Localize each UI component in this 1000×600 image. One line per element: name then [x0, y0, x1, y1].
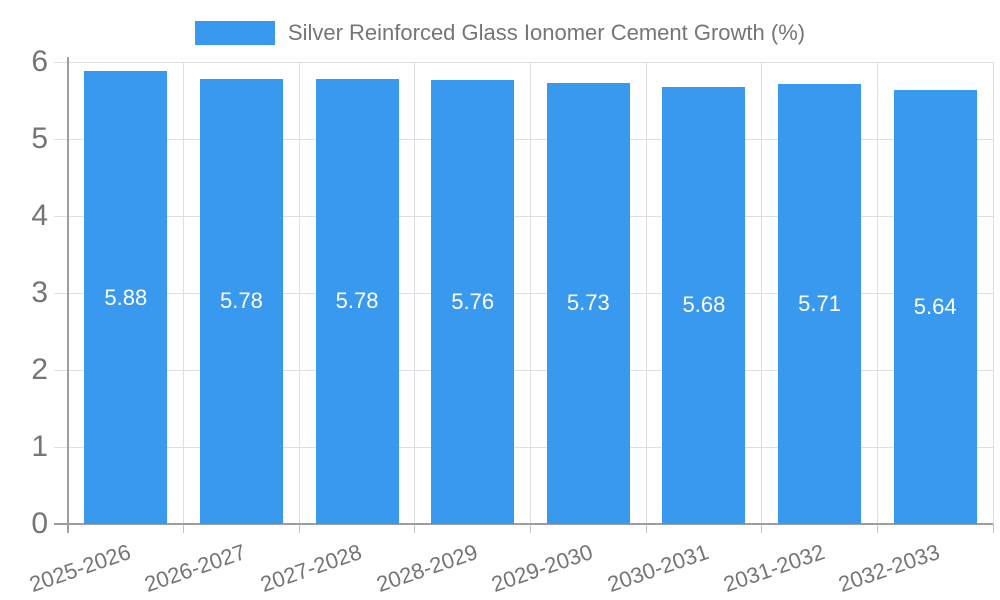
x-axis-line — [54, 523, 993, 525]
y-axis-line — [67, 57, 69, 533]
y-gridline — [54, 61, 993, 63]
bar-value-label: 5.78 — [335, 288, 379, 314]
x-tick-mark — [761, 524, 763, 533]
bar-value-label: 5.68 — [682, 292, 726, 318]
bar-value-label: 5.64 — [913, 293, 957, 319]
bar-value-label: 5.88 — [104, 284, 148, 310]
y-gridline — [54, 138, 993, 140]
x-gridline — [530, 62, 531, 524]
x-tick-mark — [298, 524, 300, 533]
y-gridline — [54, 215, 993, 217]
y-tick-label: 0 — [31, 507, 48, 540]
x-tick-mark — [645, 524, 647, 533]
bar: 5.64 — [893, 89, 977, 524]
bar: 5.73 — [546, 82, 630, 524]
y-tick-label: 2 — [31, 353, 48, 386]
bar-value-label: 5.71 — [798, 291, 841, 317]
x-tick-mark — [876, 524, 878, 533]
legend-label: Silver Reinforced Glass Ionomer Cement G… — [287, 20, 806, 45]
x-gridline — [298, 62, 300, 524]
x-gridline — [183, 62, 185, 524]
y-tick-label: 6 — [31, 45, 48, 78]
bar-value-label: 5.76 — [451, 289, 495, 315]
bar: 5.76 — [431, 80, 515, 524]
bar: 5.78 — [199, 78, 283, 524]
bar-value-label: 5.73 — [566, 290, 610, 316]
bar: 5.88 — [84, 71, 168, 524]
y-gridline — [54, 369, 993, 371]
x-gridline — [645, 62, 647, 524]
bar: 5.68 — [662, 86, 746, 524]
y-tick-label: 5 — [31, 122, 48, 155]
y-gridline — [54, 446, 993, 448]
legend-swatch — [194, 21, 275, 45]
bar: 5.71 — [778, 84, 862, 524]
x-gridline — [992, 62, 994, 524]
x-gridline — [414, 62, 416, 524]
x-tick-mark — [992, 524, 994, 533]
y-tick-label: 3 — [31, 276, 48, 309]
legend: Silver Reinforced Glass Ionomer Cement G… — [0, 18, 1000, 48]
x-tick-mark — [414, 524, 416, 533]
x-tick-mark — [530, 524, 531, 533]
bar: 5.78 — [315, 78, 399, 524]
x-tick-mark — [183, 524, 185, 533]
y-tick-label: 4 — [31, 199, 48, 232]
x-gridline — [761, 62, 763, 524]
bar-value-label: 5.78 — [220, 288, 263, 314]
y-tick-label: 1 — [31, 430, 48, 463]
x-gridline — [876, 62, 878, 524]
y-gridline — [54, 292, 993, 294]
